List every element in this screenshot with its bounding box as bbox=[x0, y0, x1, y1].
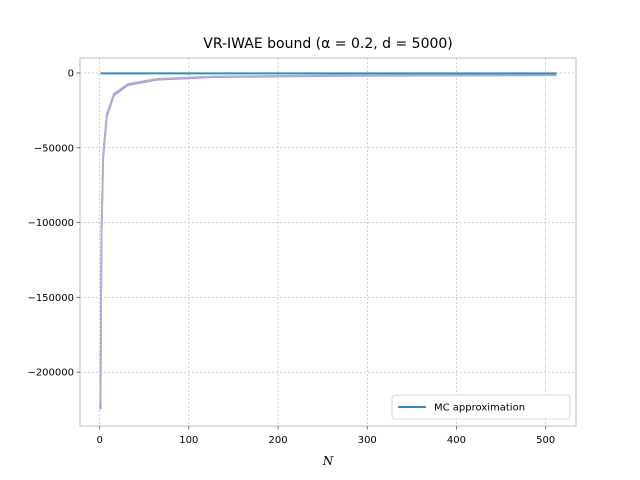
legend-label-mc-approximation: MC approximation bbox=[434, 403, 525, 414]
y-tick-label: −50000 bbox=[34, 143, 74, 154]
legend: MC approximation bbox=[391, 394, 571, 420]
x-tick-label: 300 bbox=[358, 435, 377, 446]
series-layer bbox=[99, 72, 557, 410]
x-tick-label: 400 bbox=[447, 435, 466, 446]
y-tick-label: −150000 bbox=[27, 293, 74, 304]
x-axis-ticks: 0 100 200 300 400 500 bbox=[96, 426, 555, 446]
series-line-bound-3 bbox=[99, 73, 557, 401]
x-tick-label: 0 bbox=[96, 435, 102, 446]
y-tick-label: −100000 bbox=[27, 218, 74, 229]
y-tick-label: 0 bbox=[68, 68, 74, 79]
x-tick-label: 200 bbox=[268, 435, 287, 446]
plot-background bbox=[80, 58, 576, 426]
y-tick-label: −200000 bbox=[27, 368, 74, 379]
legend-box bbox=[391, 394, 571, 420]
y-axis-ticks: 0 −50000 −100000 −150000 −200000 bbox=[27, 68, 80, 379]
plot-frame bbox=[79, 57, 577, 427]
x-axis-label: N bbox=[322, 454, 334, 468]
x-tick-label: 500 bbox=[536, 435, 555, 446]
chart-title: VR-IWAE bound (α = 0.2, d = 5000) bbox=[203, 36, 453, 52]
x-tick-label: 100 bbox=[179, 435, 198, 446]
